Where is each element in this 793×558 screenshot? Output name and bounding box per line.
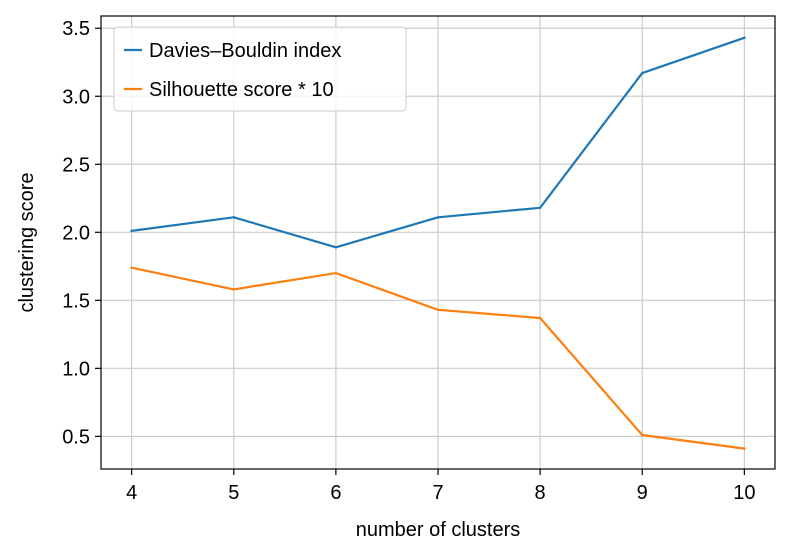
y-tick-label: 1.5 [62,290,90,312]
data-point [232,288,235,291]
x-axis: 4 5 6 7 8 9 10 [126,469,755,504]
x-tick-label: 8 [535,482,546,504]
y-tick-label: 1.0 [62,358,90,380]
data-point [641,433,644,437]
x-axis-label: number of clusters [356,519,521,541]
data-point [334,246,337,249]
data-point [130,266,133,269]
y-tick-label: 3.5 [62,18,90,40]
data-point [436,216,440,219]
legend-box [113,26,407,112]
data-point [436,308,440,311]
x-tick-label: 9 [637,482,648,504]
data-point [743,36,746,39]
x-tick-label: 7 [432,482,443,504]
x-tick-label: 6 [330,482,341,504]
x-tick-label: 4 [126,482,137,504]
data-point [539,316,542,320]
legend: Davies–Bouldin index Silhouette score * … [113,26,407,112]
y-axis: 0.5 1.0 1.5 2.0 2.5 3.0 3.5 [62,18,101,448]
x-tick-label: 5 [228,482,239,504]
data-point [130,229,133,233]
data-point [334,272,337,275]
y-tick-label: 3.0 [62,86,90,108]
data-point [641,72,644,75]
legend-label-silhouette: Silhouette score * 10 [149,79,334,101]
y-tick-label: 2.0 [62,222,90,244]
x-tick-label: 10 [733,482,755,504]
legend-label-davies-bouldin: Davies–Bouldin index [149,40,341,62]
series-lines [130,36,746,450]
data-point [232,216,235,219]
y-tick-label: 0.5 [62,426,90,448]
data-point [743,447,746,450]
y-axis-label: clustering score [16,172,38,312]
y-tick-label: 2.5 [62,154,90,176]
data-point [539,206,542,209]
